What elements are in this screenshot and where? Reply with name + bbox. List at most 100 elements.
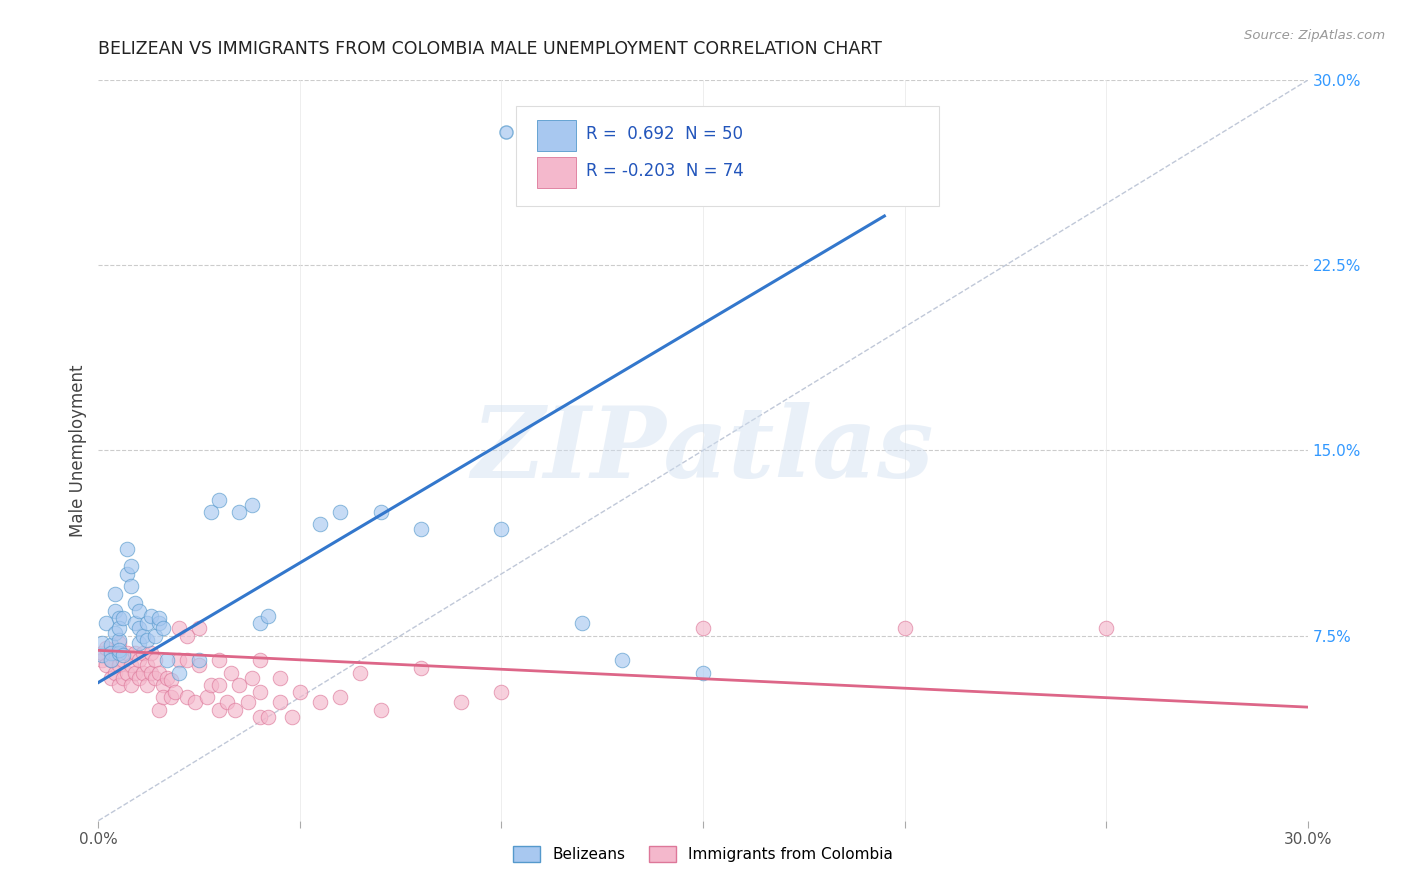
Point: [409, 660, 432, 674]
Point: [135, 616, 157, 631]
Point: [349, 665, 371, 680]
Point: [100, 653, 122, 667]
Point: [139, 646, 162, 660]
Point: [132, 665, 155, 680]
Point: [128, 604, 150, 618]
Y-axis label: Male Unemployment: Male Unemployment: [69, 364, 87, 537]
Point: [208, 492, 231, 507]
Point: [176, 653, 198, 667]
Point: [571, 616, 593, 631]
Point: [100, 646, 122, 660]
Point: [208, 678, 231, 692]
Point: [152, 690, 174, 705]
Point: [107, 621, 129, 635]
Point: [107, 646, 129, 660]
Point: [450, 695, 472, 709]
Point: [115, 566, 138, 581]
Legend: Belizeans, Immigrants from Colombia: Belizeans, Immigrants from Colombia: [506, 840, 900, 869]
Point: [217, 695, 239, 709]
Point: [269, 695, 291, 709]
Point: [111, 611, 134, 625]
Text: R = -0.203  N = 74: R = -0.203 N = 74: [586, 162, 744, 180]
Point: [115, 665, 138, 680]
Point: [370, 505, 392, 519]
Point: [188, 658, 211, 673]
Point: [124, 646, 146, 660]
FancyBboxPatch shape: [537, 120, 576, 151]
Point: [176, 690, 198, 705]
Point: [103, 586, 125, 600]
Point: [200, 678, 222, 692]
Point: [148, 665, 170, 680]
Point: [100, 639, 122, 653]
Point: [188, 653, 211, 667]
Point: [107, 611, 129, 625]
Point: [96, 640, 118, 655]
Point: [91, 636, 114, 650]
Point: [288, 685, 311, 699]
FancyBboxPatch shape: [537, 156, 576, 187]
Point: [124, 665, 146, 680]
Point: [156, 671, 179, 685]
Point: [124, 616, 146, 631]
Point: [692, 665, 714, 680]
Point: [184, 695, 207, 709]
Point: [100, 671, 122, 685]
Point: [1095, 621, 1118, 635]
Point: [111, 671, 134, 685]
Point: [91, 648, 114, 663]
Point: [100, 653, 122, 667]
Point: [120, 559, 142, 574]
Point: [156, 653, 179, 667]
Point: [309, 517, 332, 532]
Point: [91, 646, 114, 660]
Point: [148, 703, 170, 717]
Point: [208, 653, 231, 667]
Point: [195, 690, 218, 705]
Point: [91, 653, 114, 667]
Point: [148, 611, 170, 625]
Point: [329, 505, 352, 519]
Point: [249, 616, 271, 631]
Point: [167, 621, 190, 635]
Point: [249, 653, 271, 667]
Point: [120, 579, 142, 593]
Point: [120, 678, 142, 692]
Point: [143, 653, 166, 667]
Point: [132, 628, 155, 642]
Point: [143, 671, 166, 685]
Point: [228, 678, 250, 692]
Point: [200, 505, 222, 519]
Text: Source: ZipAtlas.com: Source: ZipAtlas.com: [1244, 29, 1385, 42]
Point: [612, 653, 634, 667]
Point: [107, 678, 129, 692]
Point: [491, 685, 513, 699]
Point: [221, 665, 243, 680]
Point: [103, 646, 125, 660]
Point: [128, 621, 150, 635]
Point: [160, 673, 183, 687]
Point: [309, 695, 332, 709]
Point: [115, 542, 138, 557]
Point: [111, 653, 134, 667]
Point: [281, 710, 304, 724]
Point: [240, 498, 263, 512]
Point: [128, 671, 150, 685]
Point: [124, 597, 146, 611]
Point: [208, 703, 231, 717]
Point: [370, 703, 392, 717]
Point: [224, 703, 246, 717]
Point: [152, 621, 174, 635]
Point: [188, 621, 211, 635]
Point: [132, 646, 155, 660]
Point: [115, 646, 138, 660]
Point: [103, 626, 125, 640]
Text: ZIPatlas: ZIPatlas: [472, 402, 934, 499]
Point: [228, 505, 250, 519]
Point: [893, 621, 915, 635]
Text: BELIZEAN VS IMMIGRANTS FROM COLOMBIA MALE UNEMPLOYMENT CORRELATION CHART: BELIZEAN VS IMMIGRANTS FROM COLOMBIA MAL…: [98, 40, 883, 58]
Point: [148, 616, 170, 631]
Point: [135, 633, 157, 648]
Point: [160, 690, 183, 705]
Point: [107, 658, 129, 673]
